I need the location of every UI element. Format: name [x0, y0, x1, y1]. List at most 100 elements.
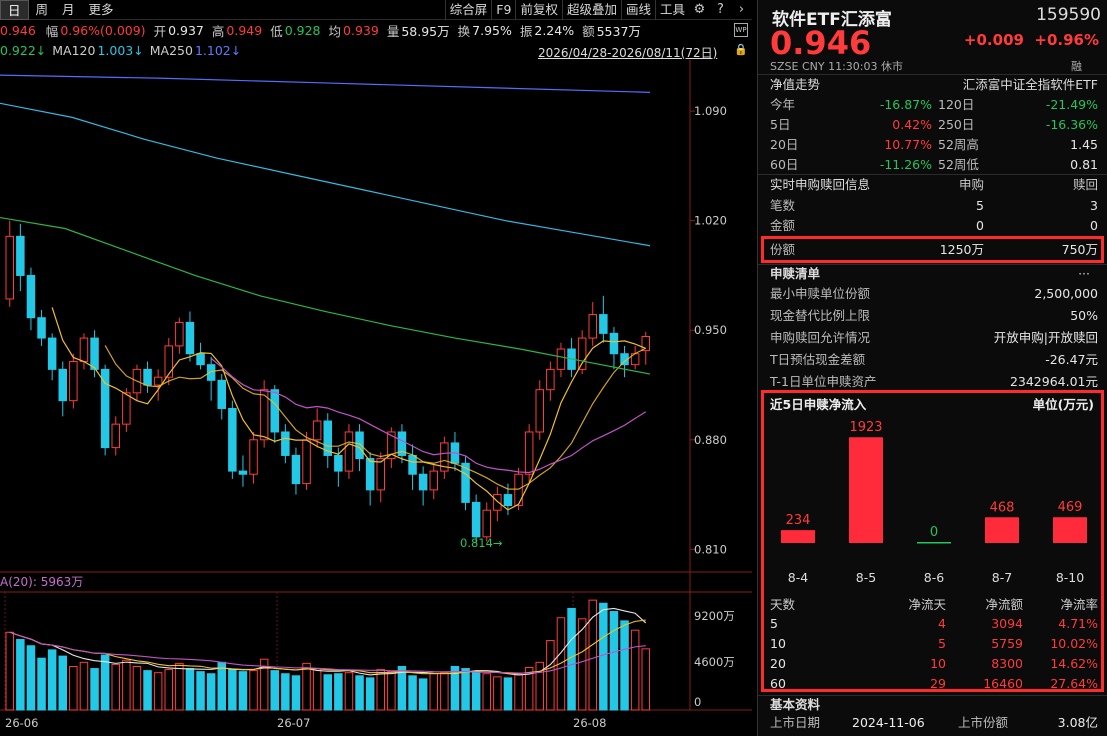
- volume-bar: [630, 629, 640, 711]
- tab-week[interactable]: 周: [35, 1, 49, 17]
- kline-chart[interactable]: 1.090 1.020 0.950 0.880 0.810 26-06 26-07 26-08…: [0, 60, 752, 736]
- lock-icon[interactable]: 🔒: [734, 43, 748, 56]
- volume-bar: [514, 674, 523, 711]
- info-amp: 2.24%: [534, 23, 575, 38]
- tab-day[interactable]: 日: [0, 0, 29, 20]
- realtime-title: 实时申购赎回信息: [770, 177, 871, 192]
- nf-rate: 10.02%: [1050, 636, 1098, 651]
- realtime-key: 金额: [770, 218, 796, 233]
- realtime-subscribe: 1250万: [939, 242, 984, 257]
- realtime-key: 笔数: [770, 198, 796, 213]
- candle: [217, 379, 226, 409]
- volume-tick-label: 4600万: [694, 655, 735, 669]
- price-change: +0.009 +0.96%: [964, 31, 1099, 49]
- info-amt: 5537万: [596, 24, 641, 39]
- volume-bar: [238, 671, 248, 711]
- nf-days: 5: [770, 616, 778, 631]
- realtime-redeem: 3: [1090, 198, 1098, 213]
- nav-val-2: 1.45: [1070, 137, 1098, 152]
- candle: [493, 494, 502, 511]
- volume-bar: [376, 669, 385, 711]
- current-price: 0.946: [770, 24, 872, 62]
- netflow-bar: [917, 542, 951, 544]
- netflow-bar-label: 469: [1058, 500, 1083, 515]
- volume-bar: [323, 674, 332, 711]
- ma-line-250: [0, 74, 651, 93]
- tab-month[interactable]: 月: [62, 1, 75, 17]
- candle: [440, 442, 449, 472]
- date-range-selector[interactable]: 2026/04/28-2026/08/11(72日): [538, 46, 718, 60]
- super-overlay-button[interactable]: 超级叠加: [561, 0, 621, 20]
- volume-bar: [47, 649, 57, 711]
- info-avg-label: 均: [328, 24, 342, 39]
- candle: [418, 473, 428, 491]
- ma250-value: 1.102↓: [194, 42, 242, 58]
- nav-key-1: 今年: [770, 97, 796, 112]
- info-turn-label: 换: [457, 24, 471, 39]
- volume-bar: [291, 675, 301, 711]
- draw-line-button[interactable]: 画线: [620, 0, 655, 20]
- realtime-key: 份额: [770, 242, 796, 257]
- nav-key-2: 52周低: [938, 157, 979, 172]
- volume-bar: [609, 611, 619, 711]
- tools-button[interactable]: 工具: [654, 0, 689, 20]
- list-more-icon[interactable]: ···: [1078, 266, 1090, 281]
- volume-bar: [546, 640, 555, 711]
- candle: [143, 368, 152, 386]
- volume-ma-label: A(20): 5963万: [0, 575, 84, 589]
- date-tick-label: 26-06: [5, 716, 38, 730]
- composite-screen-button[interactable]: 综合屏: [444, 0, 492, 20]
- volume-bar: [355, 675, 364, 711]
- info-price: 0.946: [0, 23, 36, 38]
- volume-bar: [408, 675, 417, 711]
- netflow-bar: [781, 530, 815, 543]
- listing-date-label: 上市日期: [770, 715, 821, 730]
- candle: [47, 337, 57, 370]
- date-tick-label: 26-08: [573, 716, 606, 730]
- candle: [302, 439, 311, 485]
- nf-days: 20: [770, 656, 786, 671]
- listing-date: 2024-11-06: [852, 715, 925, 730]
- volume-bar: [524, 667, 534, 711]
- info-open-label: 开: [153, 24, 167, 39]
- volume-bar: [599, 602, 608, 711]
- tab-more[interactable]: 更多: [88, 1, 114, 17]
- kline-panel: 日 周 月 更多 综合屏 F9 前复权 超级叠加 画线 工具 ⚙ ? › 0.9…: [0, 0, 752, 736]
- netflow-bar-label: 468: [990, 500, 1015, 515]
- nav-row: 20日 10.77% 52周高 1.45: [758, 134, 1107, 155]
- basic-title: 基本资料: [770, 697, 821, 712]
- nav-key-2: 250日: [938, 117, 975, 132]
- candle: [281, 431, 290, 456]
- netflow-category-label: 8-7: [992, 570, 1012, 585]
- nf-head-rate: 净流率: [1060, 597, 1098, 612]
- wp-icon[interactable]: WP: [734, 23, 748, 37]
- candle: [259, 389, 269, 441]
- realtime-header: 实时申购赎回信息 申购 赎回: [758, 174, 1107, 195]
- volume-tick-label: 9200万: [694, 609, 735, 623]
- volume-bar: [450, 665, 460, 711]
- candle: [185, 321, 195, 355]
- netflow-bar-label: 1923: [849, 420, 882, 435]
- nf-count: 4: [938, 616, 946, 631]
- nav-val-2: -16.36%: [1045, 117, 1098, 132]
- candle: [365, 458, 375, 491]
- f9-button[interactable]: F9: [491, 0, 515, 20]
- realtime-col-subscribe: 申购: [958, 177, 984, 192]
- list-key: T-1日单位申赎资产: [770, 374, 877, 389]
- volume-bar: [418, 678, 428, 711]
- volume-bar: [588, 599, 597, 711]
- volume-bar: [228, 669, 237, 711]
- quote-info-bar: 0.946 幅 0.96%(0.009) 开 0.937 高 0.949 低 0…: [0, 21, 752, 40]
- volume-bar: [175, 662, 184, 711]
- volume-bar: [132, 665, 142, 711]
- candle: [291, 454, 301, 485]
- help-icon[interactable]: ?: [717, 2, 724, 17]
- chevron-right-icon[interactable]: ›: [738, 2, 745, 17]
- price-tick-label: 1.090: [694, 104, 727, 118]
- nav-tracker[interactable]: 汇添富中证全指软件ETF: [962, 77, 1098, 92]
- gear-icon[interactable]: ⚙: [693, 2, 706, 17]
- info-vol-label: 量: [386, 24, 400, 39]
- nav-key-1: 20日: [770, 137, 799, 152]
- realtime-subscribe: 5: [976, 198, 984, 213]
- forward-adjust-button[interactable]: 前复权: [515, 0, 562, 20]
